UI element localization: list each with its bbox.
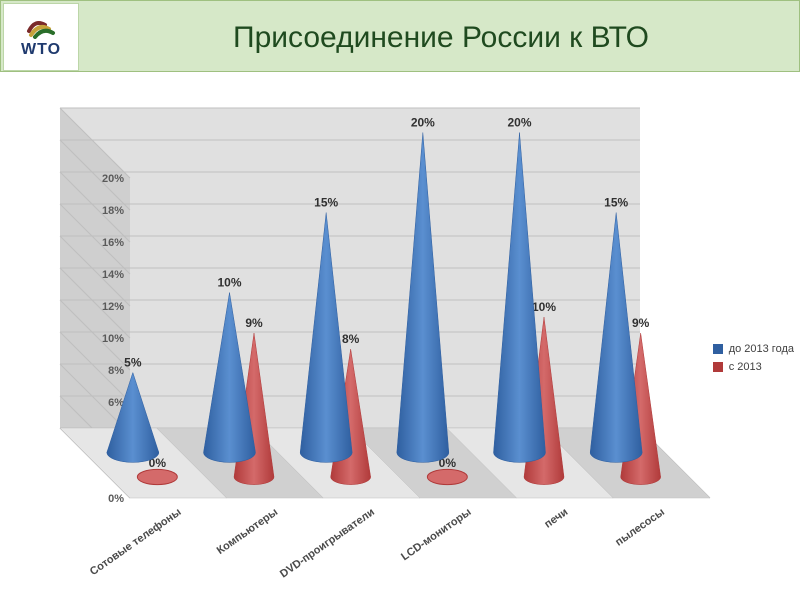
svg-text:Сотовые телефоны: Сотовые телефоны: [88, 506, 184, 578]
svg-text:DVD-проигрыватели: DVD-проигрыватели: [278, 506, 377, 580]
svg-text:9%: 9%: [245, 316, 263, 330]
svg-text:Компьютеры: Компьютеры: [215, 506, 281, 557]
legend-label: с 2013: [729, 361, 762, 373]
svg-text:LCD-мониторы: LCD-мониторы: [399, 506, 473, 563]
legend-item: до 2013 года: [713, 343, 794, 355]
svg-text:20%: 20%: [507, 116, 531, 130]
svg-text:печи: печи: [542, 506, 570, 531]
svg-text:10%: 10%: [102, 333, 124, 345]
chart-legend: до 2013 года с 2013: [713, 343, 794, 379]
svg-text:15%: 15%: [314, 196, 338, 210]
svg-text:16%: 16%: [102, 237, 124, 249]
slide-title: Присоединение России к ВТО: [81, 1, 800, 73]
legend-label: до 2013 года: [729, 343, 794, 355]
svg-text:8%: 8%: [342, 332, 360, 346]
wto-logo: WTO: [3, 3, 79, 71]
svg-text:12%: 12%: [102, 301, 124, 313]
svg-text:8%: 8%: [108, 365, 124, 377]
legend-swatch-icon: [713, 362, 723, 372]
cone-chart: 0%2%4%6%8%10%12%14%16%18%20%0%9%8%0%10%9…: [0, 78, 800, 598]
svg-text:18%: 18%: [102, 205, 124, 217]
svg-text:9%: 9%: [632, 316, 650, 330]
slide-header: WTO Присоединение России к ВТО: [0, 0, 800, 72]
legend-swatch-icon: [713, 344, 723, 354]
svg-text:5%: 5%: [124, 356, 142, 370]
svg-text:20%: 20%: [411, 116, 435, 130]
svg-text:10%: 10%: [217, 276, 241, 290]
svg-text:14%: 14%: [102, 269, 124, 281]
wto-logo-text: WTO: [21, 41, 61, 59]
svg-text:15%: 15%: [604, 196, 628, 210]
svg-text:20%: 20%: [102, 173, 124, 185]
svg-text:пылесосы: пылесосы: [613, 506, 667, 549]
svg-text:0%: 0%: [108, 493, 124, 505]
svg-text:10%: 10%: [532, 300, 556, 314]
wto-swirl-icon: [25, 15, 57, 39]
legend-item: с 2013: [713, 361, 794, 373]
